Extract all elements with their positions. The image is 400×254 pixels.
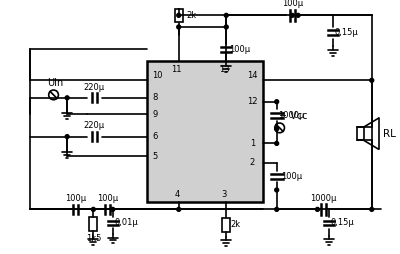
Text: 100µ: 100µ [65,194,86,203]
Text: 220µ: 220µ [84,83,105,92]
Text: 220µ: 220µ [84,121,105,131]
Text: RL: RL [384,129,396,139]
Text: 1: 1 [250,139,255,148]
Circle shape [65,135,69,138]
Circle shape [275,208,279,211]
Circle shape [316,208,319,211]
Circle shape [370,208,374,211]
Circle shape [91,208,95,211]
Text: 0,15µ: 0,15µ [335,28,358,37]
Circle shape [177,208,181,211]
Text: 100µ: 100µ [97,194,118,203]
Text: 100µ: 100µ [281,172,302,181]
Circle shape [224,25,228,29]
Text: 100µ: 100µ [229,45,250,54]
Text: 12: 12 [247,97,258,106]
Text: 8: 8 [153,93,158,102]
Text: 9: 9 [153,110,158,119]
Text: 13: 13 [219,65,230,74]
Circle shape [296,13,300,17]
Text: 5: 5 [153,152,158,161]
Circle shape [111,208,115,211]
Circle shape [275,127,279,131]
Text: 0,15µ: 0,15µ [331,218,354,227]
Bar [357,127,364,140]
Bar [147,61,263,202]
Circle shape [290,13,294,17]
Text: 10: 10 [152,71,163,80]
Text: 0,01µ: 0,01µ [114,218,138,227]
Text: 2: 2 [250,158,255,167]
Circle shape [275,141,279,145]
Text: 1k5: 1k5 [86,234,101,243]
Text: 3: 3 [222,190,227,199]
Text: + Vcc: + Vcc [279,111,307,121]
Text: 1000µ: 1000µ [278,111,304,120]
Text: UIn: UIn [47,78,63,88]
Bar [175,9,182,22]
Circle shape [65,96,69,100]
Text: 2k: 2k [186,11,196,20]
Circle shape [224,13,228,17]
Circle shape [177,13,181,17]
Circle shape [275,100,279,104]
Text: 14: 14 [247,71,258,80]
Circle shape [275,188,279,192]
Text: 100µ: 100µ [282,0,303,8]
Text: 2k: 2k [231,220,241,229]
Text: 4: 4 [174,190,179,199]
Text: 1000µ: 1000µ [310,194,336,203]
Circle shape [177,25,181,29]
Text: 11: 11 [172,65,182,74]
Circle shape [370,78,374,82]
Text: 6: 6 [153,132,158,141]
Bar [90,217,97,231]
Bar [222,218,230,232]
